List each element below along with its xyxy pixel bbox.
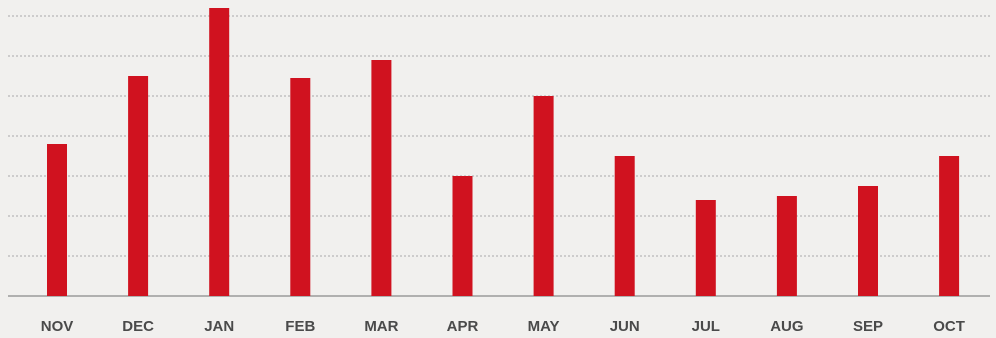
x-tick-label-aug: AUG [770, 318, 803, 335]
x-tick-label-may: MAY [528, 318, 560, 335]
x-tick-label-jan: JAN [204, 318, 234, 335]
x-tick-label-apr: APR [447, 318, 479, 335]
bar-apr [452, 176, 473, 296]
bar-feb [290, 78, 311, 296]
x-tick-label-oct: OCT [933, 318, 965, 335]
bar-sep [858, 186, 878, 296]
bar-oct [939, 156, 960, 296]
bar-jan [209, 8, 230, 296]
bar-jul [695, 200, 716, 296]
x-tick-label-jul: JUL [692, 318, 720, 335]
x-tick-label-mar: MAR [364, 318, 398, 335]
bar-mar [371, 60, 392, 296]
x-tick-label-nov: NOV [41, 318, 74, 335]
x-tick-label-jun: JUN [610, 318, 640, 335]
x-tick-label-feb: FEB [285, 318, 315, 335]
gridlines [8, 15, 990, 297]
x-tick-labels: NOV DEC JAN FEB MAR APR MAY JUN JUL AUG SEP OCT [41, 318, 965, 335]
bar-aug [776, 196, 797, 296]
bar-may [533, 96, 554, 296]
x-tick-label-dec: DEC [122, 318, 154, 335]
bars [47, 8, 960, 296]
bar-dec [128, 76, 149, 296]
bar-jun [614, 156, 635, 296]
bar-nov [47, 144, 67, 296]
x-tick-label-sep: SEP [853, 318, 883, 335]
